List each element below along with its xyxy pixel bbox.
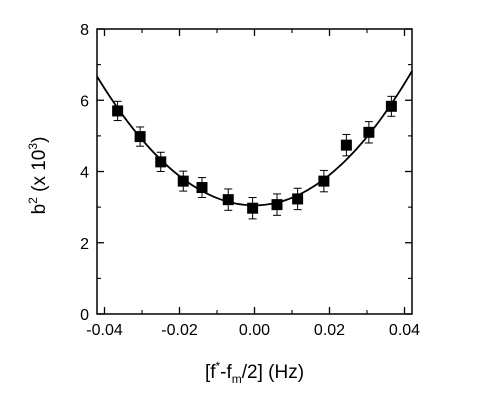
x-tick-label: 0.02 bbox=[314, 322, 345, 339]
y-tick-label: 0 bbox=[80, 307, 89, 324]
y-tick-label: 8 bbox=[80, 22, 89, 39]
data-point bbox=[318, 175, 330, 187]
x-axis-title: [f*-fm/2] (Hz) bbox=[205, 359, 304, 386]
data-point bbox=[177, 175, 189, 187]
data-point bbox=[271, 199, 283, 211]
data-point bbox=[247, 202, 259, 214]
error-bars bbox=[113, 95, 396, 220]
data-point bbox=[134, 131, 146, 143]
data-points bbox=[112, 100, 397, 214]
y-tick-label: 6 bbox=[80, 93, 89, 110]
y-axis-title: b2 (x 103) bbox=[26, 137, 50, 215]
data-point bbox=[363, 126, 375, 138]
data-point bbox=[155, 156, 167, 168]
data-point bbox=[222, 194, 234, 206]
data-point bbox=[385, 100, 397, 112]
data-point bbox=[112, 105, 124, 117]
x-tick-label: 0.00 bbox=[239, 322, 270, 339]
axis-ticks bbox=[97, 28, 412, 315]
x-tick-label: 0.04 bbox=[389, 322, 420, 339]
tick-labels: -0.04 -0.02 0.00 0.02 0.04 0 2 4 6 8 bbox=[80, 22, 420, 339]
y-tick-label: 4 bbox=[80, 165, 89, 182]
x-tick-label: -0.02 bbox=[161, 322, 198, 339]
data-point bbox=[196, 182, 208, 194]
x-tick-label: -0.04 bbox=[86, 322, 123, 339]
data-point bbox=[292, 193, 304, 205]
y-tick-label: 2 bbox=[80, 236, 89, 253]
plot-frame bbox=[96, 28, 413, 315]
data-point bbox=[340, 139, 352, 151]
